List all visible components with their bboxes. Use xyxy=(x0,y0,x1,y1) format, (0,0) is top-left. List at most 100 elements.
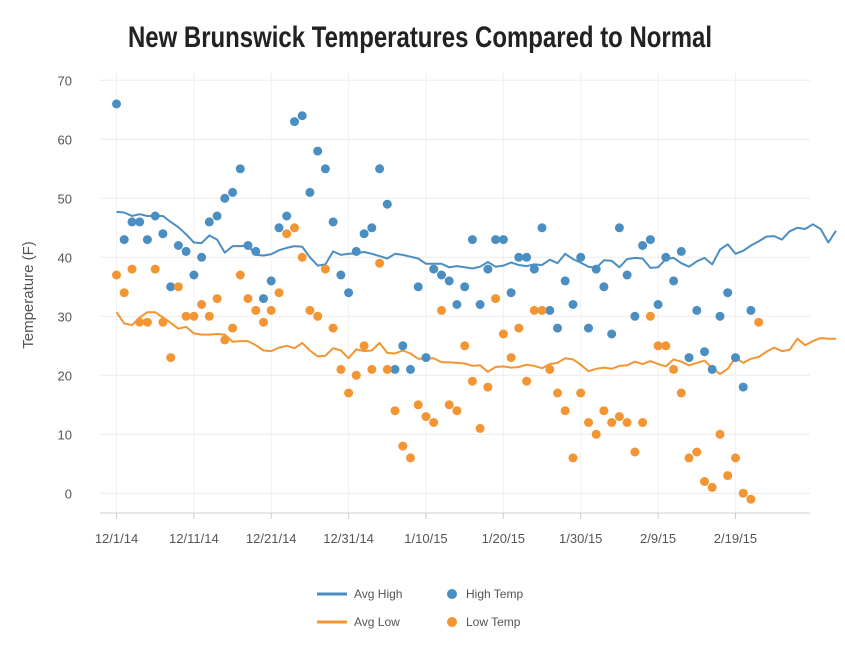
point-high-temp[interactable] xyxy=(112,99,121,109)
point-high-temp[interactable] xyxy=(235,164,245,174)
point-low-temp[interactable] xyxy=(282,229,292,239)
point-high-temp[interactable] xyxy=(731,353,740,363)
point-low-temp[interactable] xyxy=(328,323,338,333)
point-high-temp[interactable] xyxy=(351,246,361,256)
point-low-temp[interactable] xyxy=(359,341,369,351)
point-low-temp[interactable] xyxy=(599,406,609,416)
point-low-temp[interactable] xyxy=(259,317,268,327)
point-low-temp[interactable] xyxy=(127,264,137,274)
point-high-temp[interactable] xyxy=(576,252,586,262)
point-high-temp[interactable] xyxy=(460,282,470,292)
point-low-temp[interactable] xyxy=(119,288,129,298)
point-high-temp[interactable] xyxy=(282,211,292,221)
point-high-temp[interactable] xyxy=(684,353,694,363)
point-low-temp[interactable] xyxy=(653,341,663,351)
point-low-temp[interactable] xyxy=(676,388,686,398)
point-low-temp[interactable] xyxy=(553,388,562,398)
point-low-temp[interactable] xyxy=(638,418,648,427)
point-low-temp[interactable] xyxy=(251,305,261,315)
point-high-temp[interactable] xyxy=(421,353,431,363)
point-high-temp[interactable] xyxy=(491,235,501,245)
point-high-temp[interactable] xyxy=(127,217,137,227)
point-low-temp[interactable] xyxy=(220,335,230,345)
point-high-temp[interactable] xyxy=(584,323,593,333)
point-low-temp[interactable] xyxy=(591,429,601,439)
point-low-temp[interactable] xyxy=(684,453,694,463)
point-low-temp[interactable] xyxy=(529,305,539,315)
point-low-temp[interactable] xyxy=(158,317,168,327)
point-low-temp[interactable] xyxy=(150,264,160,274)
point-high-temp[interactable] xyxy=(452,300,462,309)
point-high-temp[interactable] xyxy=(189,270,199,280)
point-high-temp[interactable] xyxy=(251,246,261,256)
point-high-temp[interactable] xyxy=(560,276,570,286)
point-low-temp[interactable] xyxy=(166,353,176,363)
point-high-temp[interactable] xyxy=(723,288,733,298)
point-high-temp[interactable] xyxy=(413,282,423,292)
point-low-temp[interactable] xyxy=(700,477,709,486)
point-high-temp[interactable] xyxy=(382,199,392,209)
point-low-temp[interactable] xyxy=(560,406,570,416)
point-high-temp[interactable] xyxy=(514,252,524,262)
point-high-temp[interactable] xyxy=(707,364,717,374)
point-high-temp[interactable] xyxy=(700,347,709,357)
legend-item-avg-high[interactable]: Avg High xyxy=(317,587,402,601)
point-low-temp[interactable] xyxy=(498,329,508,339)
point-low-temp[interactable] xyxy=(506,353,516,363)
point-low-temp[interactable] xyxy=(406,453,415,463)
point-high-temp[interactable] xyxy=(622,270,632,280)
point-low-temp[interactable] xyxy=(746,494,756,504)
point-high-temp[interactable] xyxy=(212,211,222,221)
point-low-temp[interactable] xyxy=(228,323,238,333)
point-high-temp[interactable] xyxy=(645,235,655,245)
point-high-temp[interactable] xyxy=(158,229,168,239)
point-low-temp[interactable] xyxy=(537,305,547,315)
point-low-temp[interactable] xyxy=(290,223,299,233)
point-high-temp[interactable] xyxy=(661,252,671,262)
point-low-temp[interactable] xyxy=(173,282,183,292)
point-low-temp[interactable] xyxy=(645,311,655,321)
point-high-temp[interactable] xyxy=(173,241,183,250)
point-high-temp[interactable] xyxy=(220,193,230,203)
point-low-temp[interactable] xyxy=(491,294,501,304)
point-low-temp[interactable] xyxy=(212,294,222,304)
point-high-temp[interactable] xyxy=(676,246,686,256)
point-low-temp[interactable] xyxy=(661,341,671,351)
point-low-temp[interactable] xyxy=(204,311,214,321)
point-high-temp[interactable] xyxy=(243,241,253,250)
point-high-temp[interactable] xyxy=(390,364,400,374)
point-low-temp[interactable] xyxy=(437,305,446,315)
point-high-temp[interactable] xyxy=(266,276,276,286)
point-low-temp[interactable] xyxy=(738,488,748,498)
point-high-temp[interactable] xyxy=(429,264,439,274)
point-high-temp[interactable] xyxy=(197,252,207,262)
legend-item-high-temp[interactable]: High Temp xyxy=(447,587,523,601)
point-low-temp[interactable] xyxy=(707,482,717,492)
point-low-temp[interactable] xyxy=(460,341,470,351)
point-high-temp[interactable] xyxy=(475,300,485,309)
point-low-temp[interactable] xyxy=(522,376,532,386)
point-low-temp[interactable] xyxy=(576,388,586,398)
point-high-temp[interactable] xyxy=(406,364,415,374)
point-low-temp[interactable] xyxy=(398,441,408,451)
point-low-temp[interactable] xyxy=(483,382,493,392)
point-low-temp[interactable] xyxy=(514,323,524,333)
point-high-temp[interactable] xyxy=(498,235,508,245)
point-low-temp[interactable] xyxy=(467,376,477,386)
point-high-temp[interactable] xyxy=(359,229,369,239)
point-low-temp[interactable] xyxy=(382,364,392,374)
point-low-temp[interactable] xyxy=(197,300,207,309)
point-high-temp[interactable] xyxy=(290,117,299,127)
point-high-temp[interactable] xyxy=(553,323,562,333)
point-low-temp[interactable] xyxy=(266,305,276,315)
point-low-temp[interactable] xyxy=(568,453,578,463)
point-high-temp[interactable] xyxy=(653,300,663,309)
point-high-temp[interactable] xyxy=(228,187,238,197)
point-low-temp[interactable] xyxy=(444,400,454,410)
point-high-temp[interactable] xyxy=(444,276,454,286)
point-low-temp[interactable] xyxy=(181,311,191,321)
point-low-temp[interactable] xyxy=(622,418,632,427)
point-low-temp[interactable] xyxy=(235,270,245,280)
point-high-temp[interactable] xyxy=(591,264,601,274)
point-low-temp[interactable] xyxy=(452,406,462,416)
